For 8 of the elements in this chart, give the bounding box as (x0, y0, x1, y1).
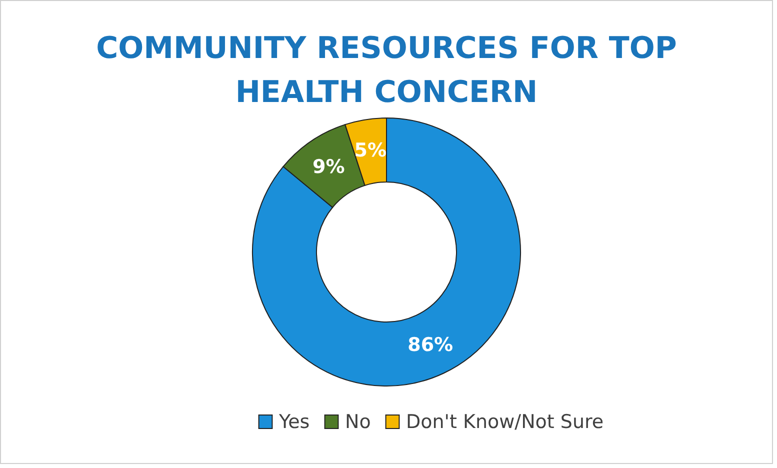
legend-label: Don't Know/Not Sure (406, 410, 604, 433)
data-label: 9% (312, 156, 345, 178)
legend-label: Yes (278, 410, 310, 433)
data-label: 5% (354, 139, 387, 162)
legend-label: No (345, 410, 371, 433)
chart-title: COMMUNITY RESOURCES FOR TOP HEALTH CONCERN (95, 30, 678, 112)
data-label: 86% (408, 334, 454, 356)
donut-slice (252, 118, 521, 386)
